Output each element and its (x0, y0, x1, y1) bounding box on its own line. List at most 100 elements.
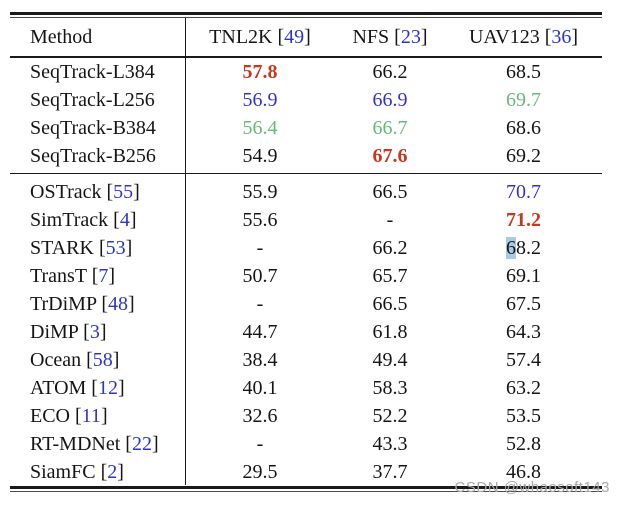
value-cell: - (256, 236, 264, 259)
value-cell: 40.1 (242, 376, 278, 399)
value-cell: 66.5 (372, 180, 408, 203)
citation-number: 2 (107, 460, 118, 483)
table-row: SeqTrack-L384 57.8 66.2 68.5 (10, 58, 602, 86)
method-cell: OSTrack [55] (30, 180, 140, 203)
table-row: DiMP [3] 44.7 61.8 64.3 (10, 318, 602, 346)
method-cell: Ocean [58] (30, 348, 120, 371)
citation-number: 7 (98, 264, 109, 287)
value-cell: 32.6 (242, 404, 278, 427)
table-row: SeqTrack-L256 56.9 66.9 69.7 (10, 86, 602, 114)
value-cell: 57.4 (506, 348, 541, 371)
method-cell: SiamFC [2] (30, 460, 124, 483)
value-cell: 44.7 (242, 320, 278, 343)
method-cell: SimTrack [4] (30, 208, 137, 231)
value-cell: 71.2 (506, 208, 541, 231)
bottom-rule-thin (10, 491, 602, 492)
value-cell: 46.8 (506, 460, 541, 483)
citation-number: 3 (89, 320, 100, 343)
table-row: SimTrack [4] 55.6 - 71.2 (10, 206, 602, 234)
value-cell: 64.3 (506, 320, 541, 343)
table-row: RT-MDNet [22] - 43.3 52.8 (10, 430, 602, 458)
value-cell: 57.8 (242, 60, 278, 83)
value-cell: 55.6 (242, 208, 278, 231)
column-header-method: Method (30, 25, 93, 48)
value-cell: 68.6 (506, 116, 541, 139)
table-header-row: Method TNL2K [49] NFS [23] UAV123 [36] (10, 18, 602, 56)
column-header-uav123: UAV123 [36] (468, 25, 579, 48)
value-cell: 61.8 (372, 320, 408, 343)
value-cell: 50.7 (242, 264, 278, 287)
header-rule (10, 56, 602, 58)
results-table: Method TNL2K [49] NFS [23] UAV123 [36] Seq… (10, 12, 602, 492)
table-row: STARK [53] - 66.2 68.2 (10, 234, 602, 262)
value-cell: 66.7 (372, 116, 408, 139)
citation-number: 4 (119, 208, 130, 231)
table-row: Ocean [58] 38.4 49.4 57.4 (10, 346, 602, 374)
citation-number: 23 (400, 25, 421, 48)
value-cell: 52.8 (506, 432, 541, 455)
value-cell: 63.2 (506, 376, 541, 399)
method-cell: SeqTrack-B256 (30, 144, 156, 167)
citation-number: 53 (105, 236, 126, 259)
value-cell: 68.5 (506, 60, 541, 83)
value-cell: 66.2 (372, 236, 408, 259)
value-cell: 58.3 (372, 376, 408, 399)
value-cell: 49.4 (372, 348, 408, 371)
seqtrack-group: SeqTrack-L384 57.8 66.2 68.5 SeqTrack-L256 56… (10, 58, 602, 170)
value-cell: 70.7 (506, 180, 541, 203)
value-cell: 68.2 (506, 236, 541, 259)
value-cell: - (256, 292, 264, 315)
method-cell: RT-MDNet [22] (30, 432, 159, 455)
table-row: ATOM [12] 40.1 58.3 63.2 (10, 374, 602, 402)
value-cell: 56.4 (242, 116, 278, 139)
citation-number: 12 (97, 376, 118, 399)
top-rule-thin (10, 17, 602, 18)
citation-number: 49 (284, 25, 305, 48)
citation-number: 22 (131, 432, 152, 455)
value-cell: 66.2 (372, 60, 408, 83)
value-cell: 69.1 (506, 264, 541, 287)
value-cell: - (386, 208, 394, 231)
method-cell: SeqTrack-L384 (30, 60, 155, 83)
value-cell: 66.9 (372, 88, 408, 111)
method-cell: TransT [7] (30, 264, 116, 287)
baselines-group: OSTrack [55] 55.9 66.5 70.7 SimTrack [4] 55.6… (10, 178, 602, 486)
value-cell: 56.9 (242, 88, 278, 111)
citation-number: 36 (551, 25, 572, 48)
value-cell: 69.2 (506, 144, 541, 167)
table-row: OSTrack [55] 55.9 66.5 70.7 (10, 178, 602, 206)
method-cell: TrDiMP [48] (30, 292, 135, 315)
watermark: CSDN @whaosoft143 (454, 479, 610, 496)
table-row: TrDiMP [48] - 66.5 67.5 (10, 290, 602, 318)
citation-number: 55 (113, 180, 134, 203)
method-cell: SeqTrack-L256 (30, 88, 155, 111)
table-row: SeqTrack-B256 54.9 67.6 69.2 (10, 142, 602, 170)
citation-number: 58 (92, 348, 113, 371)
value-cell: 66.5 (372, 292, 408, 315)
value-cell: 55.9 (242, 180, 278, 203)
column-header-tnl2k: TNL2K [49] (209, 25, 311, 48)
value-cell: - (256, 432, 264, 455)
citation-number: 11 (81, 404, 101, 427)
table-row: SeqTrack-B384 56.4 66.7 68.6 (10, 114, 602, 142)
column-header-nfs: NFS [23] (352, 25, 428, 48)
table-row: TransT [7] 50.7 65.7 69.1 (10, 262, 602, 290)
table-row: SiamFC [2] 29.5 37.7 46.8 (10, 458, 602, 486)
value-cell: 67.6 (372, 144, 408, 167)
method-cell: DiMP [3] (30, 320, 107, 343)
group-divider-rule (10, 173, 602, 174)
method-cell: ECO [11] (30, 404, 108, 427)
value-cell: 67.5 (506, 292, 541, 315)
value-cell: 29.5 (242, 460, 278, 483)
value-cell: 37.7 (372, 460, 408, 483)
value-cell: 38.4 (242, 348, 278, 371)
value-cell: 53.5 (506, 404, 541, 427)
value-cell: 43.3 (372, 432, 408, 455)
value-cell: 52.2 (372, 404, 408, 427)
citation-number: 48 (108, 292, 128, 315)
value-cell: 54.9 (242, 144, 278, 167)
method-cell: ATOM [12] (30, 376, 125, 399)
selection-highlight: 6 (506, 236, 516, 259)
value-cell: 65.7 (372, 264, 408, 287)
